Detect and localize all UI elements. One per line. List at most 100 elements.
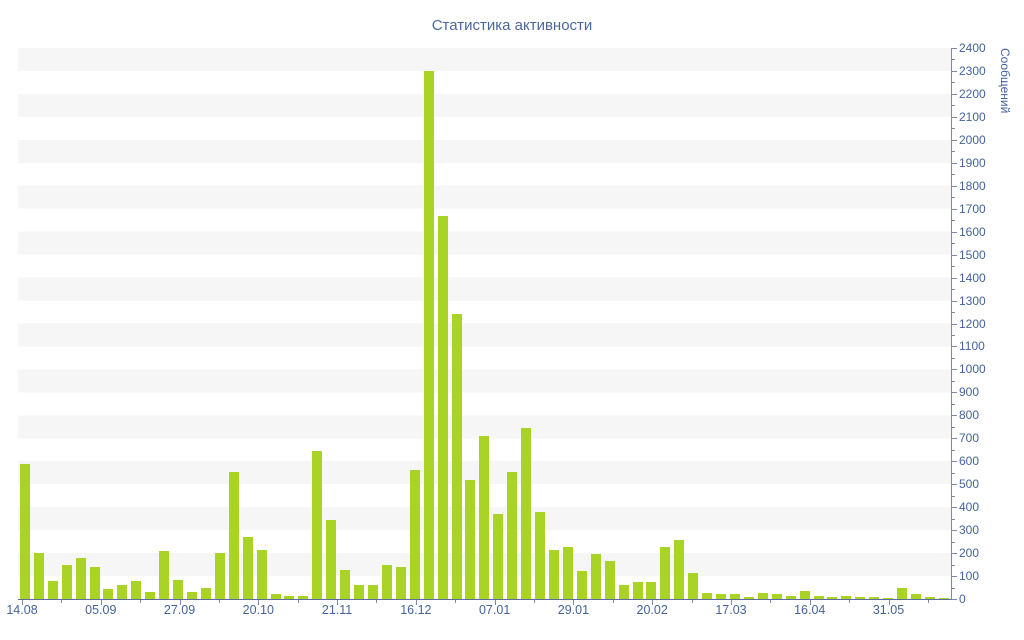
bar[interactable] xyxy=(548,549,559,599)
bar[interactable] xyxy=(159,550,170,599)
bar[interactable] xyxy=(381,564,392,599)
y-major-tick xyxy=(952,461,957,463)
y-tick-label: 1100 xyxy=(959,339,985,354)
bar[interactable] xyxy=(702,593,713,599)
y-minor-tick xyxy=(952,197,955,199)
bar[interactable] xyxy=(535,511,546,599)
bar[interactable] xyxy=(368,585,378,599)
x-minor-tick xyxy=(534,600,536,603)
bar[interactable] xyxy=(632,581,643,599)
bar-slot xyxy=(547,48,561,599)
bar[interactable] xyxy=(451,314,462,599)
bar[interactable] xyxy=(340,570,351,599)
y-tick-label: 1400 xyxy=(959,270,986,285)
y-minor-tick xyxy=(952,518,955,520)
y-minor-tick xyxy=(952,289,955,291)
x-major-tick xyxy=(494,600,496,605)
bar[interactable] xyxy=(674,540,685,599)
bar[interactable] xyxy=(924,596,935,599)
y-tick-label: 2300 xyxy=(959,63,986,78)
bar[interactable] xyxy=(827,596,838,599)
bar[interactable] xyxy=(395,566,406,599)
bar[interactable] xyxy=(660,547,671,599)
bar[interactable] xyxy=(187,592,198,599)
bar[interactable] xyxy=(688,572,699,599)
y-tick-label: 0 xyxy=(959,592,966,606)
bar-slot xyxy=(74,48,88,599)
bar[interactable] xyxy=(507,471,518,599)
bar[interactable] xyxy=(75,557,86,599)
bar[interactable] xyxy=(173,579,184,599)
bar[interactable] xyxy=(897,587,908,599)
bar[interactable] xyxy=(145,592,156,599)
y-tick-label: 2400 xyxy=(959,41,986,55)
bar[interactable] xyxy=(576,571,587,599)
bar[interactable] xyxy=(19,463,30,599)
y-major-tick xyxy=(952,93,957,95)
bar[interactable] xyxy=(242,537,253,599)
bar[interactable] xyxy=(354,585,365,599)
bar[interactable] xyxy=(910,594,921,599)
bar[interactable] xyxy=(590,554,601,599)
bar-slot xyxy=(46,48,60,599)
bar[interactable] xyxy=(799,590,810,599)
bar-slot xyxy=(575,48,589,599)
bar[interactable] xyxy=(326,519,337,599)
bar[interactable] xyxy=(855,596,866,599)
plot-area xyxy=(18,48,952,600)
y-tick-label: 400 xyxy=(959,500,980,515)
bar[interactable] xyxy=(298,595,309,599)
bar[interactable] xyxy=(423,70,434,599)
bar-slot xyxy=(519,48,533,599)
x-minor-tick xyxy=(849,600,851,603)
y-minor-tick xyxy=(952,357,955,359)
bar[interactable] xyxy=(729,594,740,599)
bar-slot xyxy=(923,48,937,599)
y-tick-label: 100 xyxy=(959,569,980,584)
bar[interactable] xyxy=(757,593,768,599)
bar[interactable] xyxy=(131,580,142,599)
bar[interactable] xyxy=(813,595,824,599)
bar[interactable] xyxy=(33,553,44,599)
bar[interactable] xyxy=(841,595,852,599)
bar[interactable] xyxy=(284,595,295,599)
bar[interactable] xyxy=(883,597,894,599)
bar[interactable] xyxy=(312,450,323,599)
bar[interactable] xyxy=(465,479,476,599)
bar[interactable] xyxy=(479,436,490,599)
bar[interactable] xyxy=(785,595,796,599)
y-tick-label: 1700 xyxy=(959,201,986,216)
bar[interactable] xyxy=(604,561,615,599)
bar[interactable] xyxy=(117,585,128,599)
bar[interactable] xyxy=(214,553,225,599)
bar[interactable] xyxy=(493,514,504,599)
bar[interactable] xyxy=(228,471,239,599)
bar-slot xyxy=(533,48,547,599)
bar[interactable] xyxy=(47,580,58,599)
bar-slot xyxy=(88,48,102,599)
bar[interactable] xyxy=(270,594,281,599)
bar[interactable] xyxy=(618,585,629,599)
y-minor-tick xyxy=(952,449,955,451)
y-major-tick xyxy=(952,162,957,164)
bar[interactable] xyxy=(562,547,573,599)
bar[interactable] xyxy=(716,594,727,599)
bar[interactable] xyxy=(103,588,114,599)
y-tick-label: 1600 xyxy=(959,224,986,239)
bar[interactable] xyxy=(938,597,949,599)
bar[interactable] xyxy=(409,470,420,599)
bar[interactable] xyxy=(61,564,72,599)
bar[interactable] xyxy=(646,581,657,599)
x-major-tick xyxy=(809,600,811,605)
bar[interactable] xyxy=(256,549,267,599)
y-minor-tick xyxy=(952,472,955,474)
bar[interactable] xyxy=(200,587,211,599)
bar-slot xyxy=(199,48,213,599)
bar[interactable] xyxy=(521,427,532,599)
y-tick-label: 1200 xyxy=(959,316,986,331)
bar[interactable] xyxy=(89,566,100,599)
bar[interactable] xyxy=(869,596,880,599)
bar[interactable] xyxy=(771,594,782,599)
bar[interactable] xyxy=(437,215,448,599)
bar[interactable] xyxy=(743,596,754,599)
